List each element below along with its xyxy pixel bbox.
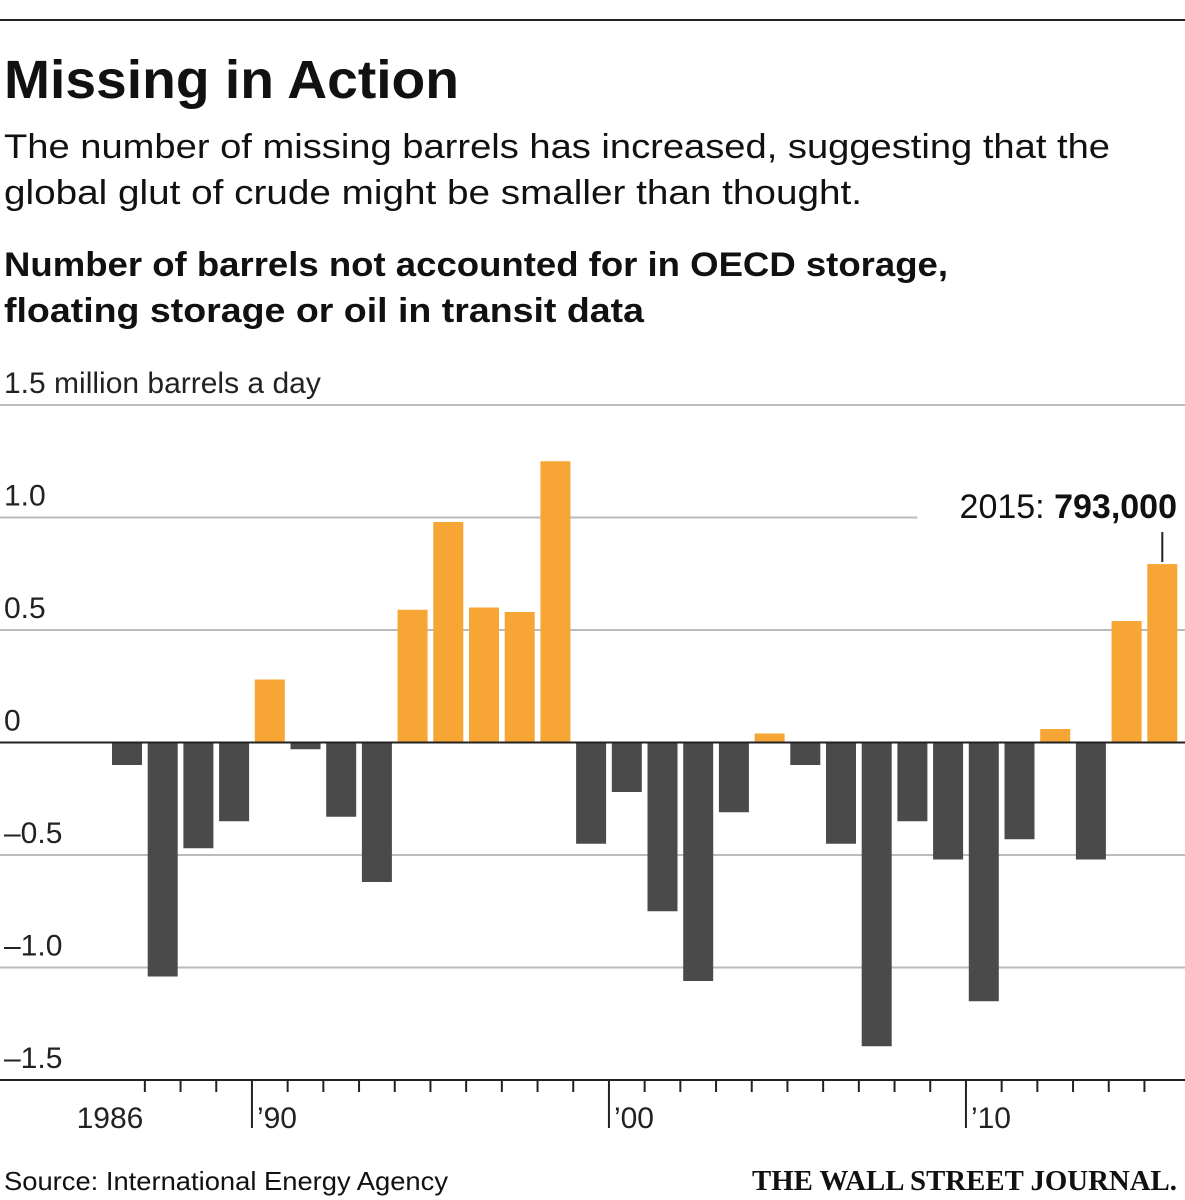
chart-label: Number of barrels not accounted for in O…	[4, 246, 948, 284]
bar	[254, 679, 285, 743]
bar	[790, 742, 821, 765]
bar	[326, 742, 357, 817]
bar	[469, 607, 499, 743]
y-tick-label: 1.0	[4, 480, 46, 513]
y-tick-label: –0.5	[4, 817, 62, 850]
brand: THE WALL STREET JOURNAL.	[752, 1166, 1177, 1197]
bar	[897, 742, 928, 822]
bar	[1111, 621, 1142, 743]
bar	[147, 742, 178, 977]
bar	[683, 742, 714, 981]
bar	[576, 742, 607, 844]
annotation-prefix: 2015:	[960, 488, 1045, 526]
bar	[112, 742, 142, 765]
bar	[433, 522, 464, 743]
bar	[861, 742, 892, 1047]
bar	[504, 612, 535, 743]
bar	[718, 742, 749, 813]
bar	[540, 461, 571, 743]
x-tick-label: ’90	[257, 1102, 297, 1135]
bar	[1040, 729, 1071, 743]
subtitle: global glut of crude might be smaller th…	[4, 174, 862, 212]
bar	[1004, 742, 1035, 840]
y-tick-label: 0	[4, 705, 21, 738]
bar	[968, 742, 999, 1002]
bar	[611, 742, 642, 792]
bar	[933, 742, 964, 860]
annotation: 2015: 793,000	[960, 488, 1177, 526]
bar	[754, 733, 785, 743]
bar	[290, 742, 321, 750]
bar	[183, 742, 214, 849]
chart-title: Missing in Action	[4, 50, 459, 110]
y-tick-label: 0.5	[4, 592, 46, 625]
x-tick-label: 1986	[77, 1102, 144, 1135]
bar	[1147, 564, 1178, 743]
x-tick-label: ’10	[971, 1102, 1011, 1135]
y-tick-label: –1.5	[4, 1042, 62, 1075]
x-tick-label: ’00	[614, 1102, 654, 1135]
bar	[361, 742, 392, 882]
subtitle: The number of missing barrels has increa…	[4, 128, 1110, 166]
bar	[826, 742, 856, 844]
value-label: 793,000	[1054, 488, 1177, 526]
chart-label: floating storage or oil in transit data	[4, 292, 645, 330]
bar	[219, 742, 250, 822]
y-tick-label: 1.5 million barrels a day	[4, 367, 321, 400]
y-tick-label: –1.0	[4, 930, 62, 963]
bar	[647, 742, 678, 912]
source: Source: International Energy Agency	[4, 1166, 448, 1196]
bar	[1075, 742, 1106, 860]
bar	[397, 609, 428, 743]
